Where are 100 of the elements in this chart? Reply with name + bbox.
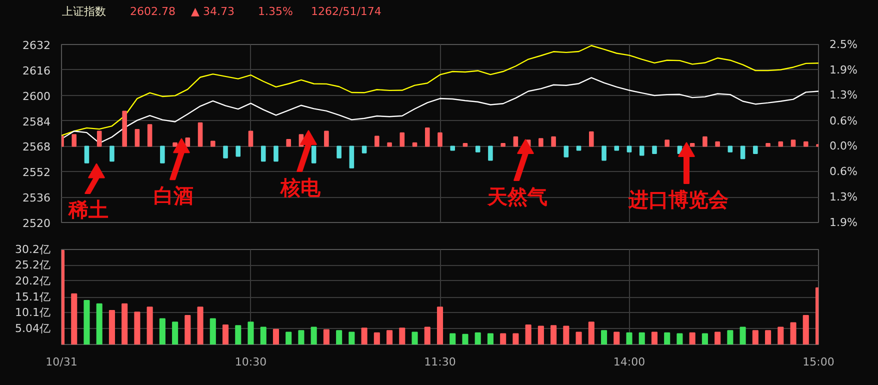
bar	[438, 132, 442, 147]
bar	[778, 141, 784, 147]
bar	[274, 146, 278, 162]
y-tick-label: 20.2亿	[15, 274, 51, 288]
bar	[740, 146, 746, 160]
bar	[727, 330, 734, 344]
bar	[512, 333, 519, 344]
y2-tick-label: 1.3%	[830, 88, 858, 102]
bar	[638, 332, 645, 344]
bar	[664, 332, 670, 344]
bar	[589, 131, 594, 147]
bar	[614, 332, 620, 344]
bar	[84, 146, 90, 164]
bar	[336, 330, 342, 344]
y2-tick-label: 2.5%	[830, 38, 858, 51]
bar	[272, 328, 280, 344]
bar	[134, 129, 140, 147]
bar	[576, 146, 582, 151]
bar	[488, 146, 493, 161]
bar	[159, 318, 166, 344]
bar	[412, 142, 418, 147]
y-tick-label: 2536	[22, 192, 51, 205]
bar	[386, 330, 393, 344]
x-tick-label: 10:30	[234, 356, 267, 368]
bar	[626, 146, 632, 152]
bar	[122, 110, 127, 147]
bar	[374, 332, 380, 344]
bar	[349, 146, 354, 168]
chart-title: 上证指数	[62, 4, 106, 20]
text: 2602.78	[130, 4, 176, 20]
bar	[223, 146, 228, 158]
bar	[348, 332, 355, 344]
bar	[146, 306, 153, 344]
bar	[803, 141, 808, 147]
bar	[160, 146, 165, 164]
bar	[790, 322, 796, 344]
bar	[122, 303, 128, 344]
bar	[286, 332, 292, 344]
y-tick-label: 2632	[22, 39, 51, 52]
bar	[702, 136, 708, 147]
bar	[310, 326, 317, 344]
bar	[513, 136, 518, 147]
bar	[260, 326, 266, 344]
bar	[500, 143, 506, 147]
bar	[588, 322, 594, 344]
bar	[778, 326, 784, 344]
bar	[714, 332, 721, 344]
y-tick-label: 15.1亿	[15, 290, 51, 304]
bar	[198, 122, 203, 147]
bar	[702, 333, 708, 344]
y2-tick-label: 1.3%	[830, 190, 858, 204]
bar	[399, 328, 406, 344]
x-tick-label: 11:30	[424, 356, 456, 368]
annotation: 稀土	[68, 198, 108, 222]
bar	[664, 140, 670, 147]
text: 1262/51/174	[311, 4, 382, 20]
bar	[172, 322, 178, 344]
bar	[424, 326, 430, 344]
bar	[108, 310, 115, 344]
text: 1.35%	[258, 4, 293, 20]
bar	[576, 332, 582, 344]
bar	[715, 141, 720, 147]
bar	[172, 142, 178, 147]
x-tick-label: 15:00	[802, 356, 834, 368]
bar	[236, 146, 241, 157]
y-tick-label: 5.04亿	[15, 322, 51, 336]
bar	[147, 124, 152, 147]
bar	[400, 132, 405, 147]
bar	[563, 326, 570, 344]
bar	[96, 130, 102, 147]
bar	[374, 136, 380, 147]
bar	[134, 312, 140, 344]
bar	[500, 333, 506, 344]
bar	[311, 146, 316, 164]
bar	[450, 333, 456, 344]
bar	[71, 293, 78, 344]
bar	[210, 318, 216, 344]
bar	[184, 315, 191, 344]
y2-tick-label: 0.6%	[830, 114, 858, 128]
y2-tick-label: 0.6%	[830, 164, 858, 178]
bar	[222, 324, 229, 344]
bar	[626, 332, 632, 344]
bar	[235, 325, 242, 344]
bar	[728, 146, 733, 152]
bar	[436, 306, 444, 344]
y-tick-label: 2520	[22, 217, 51, 230]
line-series	[62, 45, 818, 136]
bar	[752, 330, 758, 344]
y-tick-label: 2600	[22, 90, 51, 103]
y2-tick-label: 0.0%	[830, 140, 858, 153]
bar	[185, 137, 190, 147]
bar	[197, 306, 204, 344]
bar	[550, 325, 557, 344]
bar	[689, 332, 696, 344]
bar	[639, 146, 644, 156]
bar	[475, 146, 480, 152]
bar	[690, 143, 695, 147]
bar	[324, 130, 329, 147]
annotation: 进口博览会	[628, 188, 730, 212]
x-tick-label: 14:00	[613, 356, 646, 368]
